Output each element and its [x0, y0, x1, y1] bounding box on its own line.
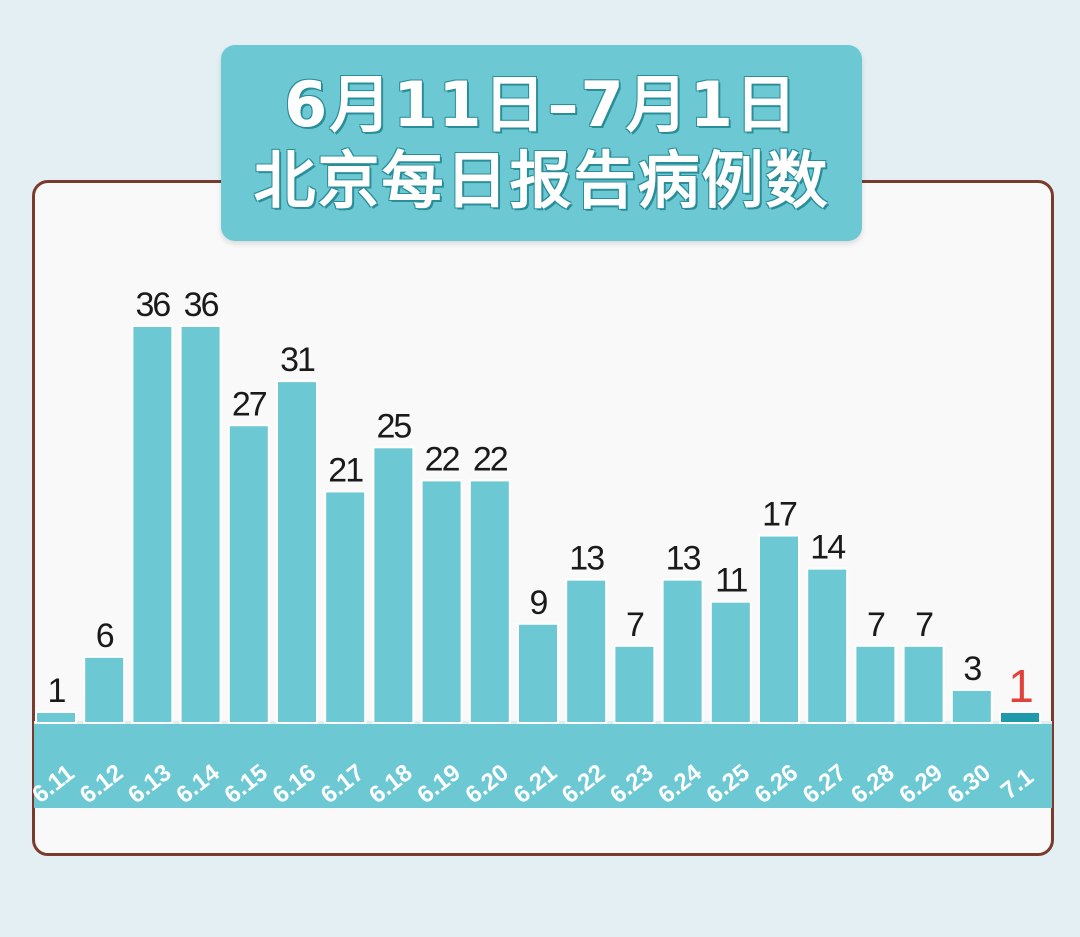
value-label-6.14: 36 [184, 286, 219, 324]
bar-6.28 [854, 644, 897, 724]
value-label-6.30: 3 [963, 650, 981, 688]
value-label-6.16: 31 [280, 341, 315, 379]
bar-6.19 [420, 479, 463, 724]
bar-6.17 [324, 490, 367, 724]
value-label-6.24: 13 [666, 540, 701, 578]
title-banner: 6月11日–7月1日 北京每日报告病例数 [221, 45, 862, 241]
bar-6.16 [276, 380, 318, 724]
bar-6.11 [35, 710, 77, 725]
value-label-6.12: 6 [96, 617, 114, 655]
title-line-2: 北京每日报告病例数 [253, 144, 830, 217]
bar-6.14 [179, 325, 222, 724]
value-label-6.17: 21 [328, 451, 363, 489]
bar-6.27 [806, 567, 849, 724]
bar-6.20 [468, 479, 511, 724]
bar-7.1 [999, 710, 1041, 725]
value-label-7.1: 1 [1008, 660, 1032, 712]
value-label-6.21: 9 [530, 584, 548, 622]
value-label-6.27: 14 [810, 529, 845, 567]
bar-6.21 [517, 622, 559, 724]
value-label-6.28: 7 [867, 606, 885, 644]
x-axis-band [34, 724, 1052, 808]
value-label-6.23: 7 [626, 606, 644, 644]
bar-6.24 [661, 578, 704, 725]
bar-6.25 [709, 600, 752, 725]
bar-6.15 [227, 424, 270, 724]
bar-6.18 [372, 446, 415, 724]
title-line-1: 6月11日–7月1日 [284, 68, 799, 141]
value-label-6.18: 25 [376, 407, 411, 445]
value-label-6.20: 22 [473, 440, 508, 478]
bar-6.13 [131, 325, 174, 724]
bar-6.26 [758, 534, 800, 724]
bar-6.23 [613, 644, 656, 724]
bar-6.12 [83, 655, 126, 724]
value-label-6.11: 1 [48, 672, 66, 710]
value-label-6.15: 27 [232, 385, 267, 423]
value-label-6.19: 22 [425, 440, 460, 478]
value-label-6.22: 13 [569, 540, 604, 578]
bar-6.22 [565, 578, 608, 725]
value-label-6.26: 17 [762, 496, 797, 534]
bar-6.29 [902, 644, 945, 724]
value-label-6.13: 36 [135, 286, 170, 324]
value-label-6.25: 11 [715, 562, 747, 600]
value-label-6.29: 7 [915, 606, 933, 644]
bar-6.30 [950, 688, 993, 725]
